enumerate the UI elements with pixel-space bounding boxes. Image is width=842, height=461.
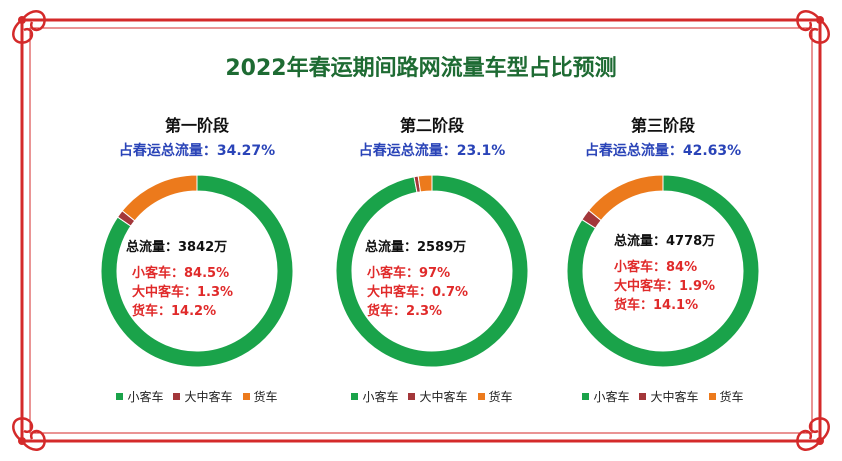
slice-truck <box>121 174 198 222</box>
legend-label: 小客车 <box>127 390 164 404</box>
slice-small-car <box>566 174 760 368</box>
legend-item-truck: 货车 <box>242 388 278 405</box>
legend-item-small: 小客车 <box>351 388 398 405</box>
stage-2-panel: 第二阶段 占春运总流量：23.1% 总流量：2589万 小客车：97% 大中客车… <box>317 112 547 412</box>
legend-label: 小客车 <box>362 390 399 404</box>
donut-chart <box>566 174 760 368</box>
share-label: 占春运总流量：23.1% <box>358 143 506 159</box>
legend-swatch <box>582 393 590 400</box>
stage-1-panel: 第一阶段 占春运总流量：34.27% 总流量：3842万 小客车：84.5% 大… <box>82 112 312 412</box>
small-car-label: 小客车：97% <box>367 266 451 281</box>
legend-item-truck: 货车 <box>708 388 744 405</box>
legend: 小客车 大中客车 货车 <box>317 388 547 405</box>
small-car-label: 小客车：84% <box>614 260 698 275</box>
legend-label: 大中客车 <box>184 390 233 404</box>
legend-swatch <box>408 393 416 400</box>
legend-label: 货车 <box>719 390 744 404</box>
legend-label: 货车 <box>253 390 278 404</box>
legend-swatch <box>242 393 250 400</box>
legend-item-small: 小客车 <box>582 388 629 405</box>
legend-swatch <box>173 393 181 400</box>
legend-label: 大中客车 <box>419 390 468 404</box>
stage-title: 第一阶段 <box>164 116 229 135</box>
truck-label: 货车：2.3% <box>367 304 443 319</box>
page-title: 2022年春运期间路网流量车型占比预测 <box>225 56 617 81</box>
slice-small-car <box>335 174 529 368</box>
medium-bus-label: 大中客车：1.9% <box>614 279 716 294</box>
small-car-label: 小客车：84.5% <box>132 266 230 281</box>
donut-chart <box>335 174 529 368</box>
legend-swatch <box>477 393 485 400</box>
corner-ornament-3 <box>12 411 52 451</box>
legend-swatch <box>708 393 716 400</box>
legend-label: 货车 <box>488 390 513 404</box>
total-label: 总流量：3842万 <box>126 240 228 255</box>
legend: 小客车 大中客车 货车 <box>82 388 312 405</box>
legend-label: 大中客车 <box>650 390 699 404</box>
legend-swatch <box>351 393 359 400</box>
frame-outer-border <box>20 18 822 443</box>
slice-truck <box>587 174 664 222</box>
truck-label: 货车：14.1% <box>614 298 699 313</box>
corner-ornament-1 <box>12 10 52 50</box>
slice-truck <box>417 174 433 193</box>
legend-swatch <box>116 393 124 400</box>
legend: 小客车 大中客车 货车 <box>548 388 778 405</box>
stage-title: 第二阶段 <box>399 116 464 135</box>
total-label: 总流量：4778万 <box>614 234 716 249</box>
legend-swatch <box>639 393 647 400</box>
frame-inner-border <box>29 27 813 434</box>
legend-item-medium: 大中客车 <box>173 388 233 405</box>
stage-title: 第三阶段 <box>630 116 695 135</box>
share-label: 占春运总流量：34.27% <box>118 143 276 159</box>
medium-bus-label: 大中客车：0.7% <box>367 285 469 300</box>
corner-ornament-4 <box>790 411 830 451</box>
share-label: 占春运总流量：42.63% <box>584 143 742 159</box>
truck-label: 货车：14.2% <box>132 304 217 319</box>
legend-item-truck: 货车 <box>477 388 513 405</box>
legend-label: 小客车 <box>593 390 630 404</box>
medium-bus-label: 大中客车：1.3% <box>132 285 234 300</box>
donut-chart <box>100 174 294 368</box>
stage-3-panel: 第三阶段 占春运总流量：42.63% 总流量：4778万 小客车：84% 大中客… <box>548 112 778 412</box>
total-label: 总流量：2589万 <box>365 240 467 255</box>
legend-item-medium: 大中客车 <box>639 388 699 405</box>
corner-ornament-2 <box>790 10 830 50</box>
legend-item-small: 小客车 <box>116 388 163 405</box>
legend-item-medium: 大中客车 <box>408 388 468 405</box>
slice-small-car <box>100 174 294 368</box>
